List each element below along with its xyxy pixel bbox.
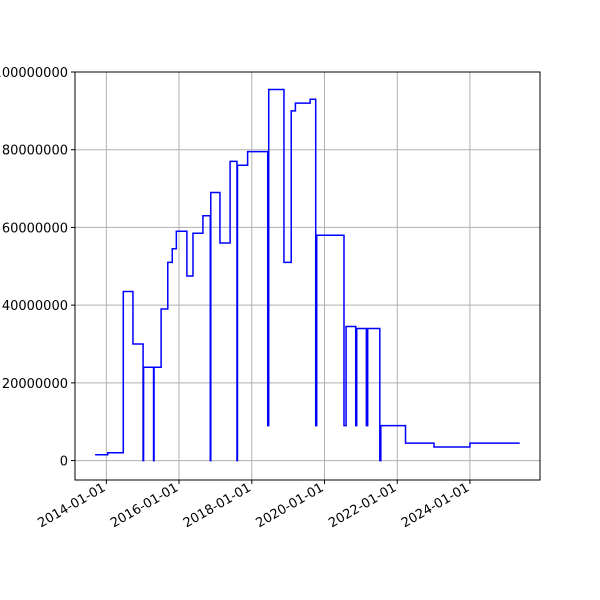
x-tick-label: 2022-01-01 — [326, 480, 399, 531]
x-tick-label: 2016-01-01 — [108, 480, 181, 531]
x-tick-label: 2024-01-01 — [399, 480, 472, 531]
y-tick-label: 40000000 — [2, 299, 68, 314]
y-tick-label: 60000000 — [2, 221, 68, 236]
y-tick-label: 20000000 — [2, 377, 68, 392]
y-tick-label: 80000000 — [2, 144, 68, 159]
y-tick-label: 100000000 — [0, 66, 68, 81]
x-tick-label: 2014-01-01 — [35, 480, 108, 531]
x-tick-label: 2020-01-01 — [254, 480, 327, 531]
y-tick-label: 0 — [60, 455, 68, 470]
x-tick-label: 2018-01-01 — [181, 480, 254, 531]
plot-frame — [74, 71, 541, 481]
data-line — [95, 88, 520, 462]
